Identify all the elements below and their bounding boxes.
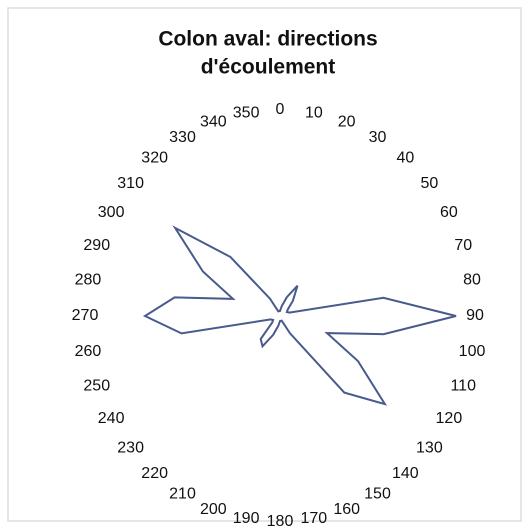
theta-tick-label: 50 <box>420 175 438 192</box>
theta-tick-label: 310 <box>117 175 144 192</box>
theta-tick-label: 0 <box>276 101 285 118</box>
theta-tick-label: 20 <box>338 114 356 131</box>
theta-tick-label: 30 <box>369 129 387 146</box>
theta-tick-label: 340 <box>200 114 227 131</box>
polar-line <box>142 225 457 406</box>
theta-tick-label: 190 <box>233 510 260 527</box>
theta-tick-label: 220 <box>141 465 168 482</box>
theta-tick-label: 80 <box>463 271 481 288</box>
theta-tick-label: 130 <box>416 440 443 457</box>
chart-title: d'écoulement <box>201 56 336 79</box>
theta-tick-label: 180 <box>267 513 294 529</box>
theta-tick-label: 350 <box>233 104 260 121</box>
theta-tick-label: 90 <box>466 307 484 324</box>
theta-tick-label: 230 <box>117 440 144 457</box>
theta-tick-label: 160 <box>333 501 360 518</box>
theta-tick-label: 210 <box>169 486 196 503</box>
theta-tick-label: 320 <box>141 149 168 166</box>
theta-tick-label: 10 <box>305 104 323 121</box>
theta-tick-label: 110 <box>450 378 476 395</box>
theta-tick-label: 170 <box>301 510 328 527</box>
frame <box>7 7 522 522</box>
theta-tick-label: 260 <box>75 343 102 360</box>
theta-tick-label: 100 <box>459 343 486 360</box>
theta-tick-label: 250 <box>83 378 110 395</box>
chart-title: Colon aval: directions <box>158 28 377 51</box>
theta-tick-label: 150 <box>364 486 391 503</box>
theta-tick-label: 300 <box>98 204 125 221</box>
theta-tick-label: 280 <box>75 271 102 288</box>
theta-tick-label: 70 <box>454 237 472 254</box>
theta-tick-label: 120 <box>436 410 463 427</box>
theta-tick-label: 200 <box>200 501 227 518</box>
theta-tick-label: 60 <box>440 204 458 221</box>
theta-tick-label: 240 <box>98 410 125 427</box>
theta-tick-label: 330 <box>169 129 196 146</box>
theta-tick-label: 140 <box>392 465 419 482</box>
theta-tick-label: 40 <box>396 149 414 166</box>
theta-tick-label: 290 <box>83 237 110 254</box>
theta-tick-label: 270 <box>72 307 99 324</box>
